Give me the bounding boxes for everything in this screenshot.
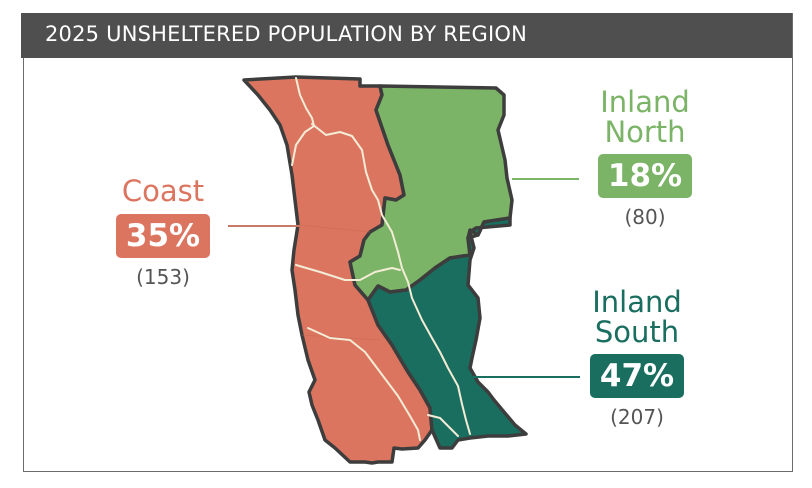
inland-south-label: Inland South 47% (207) [572, 287, 702, 429]
coast-count: (153) [136, 265, 190, 289]
coast-percent-badge: 35% [115, 214, 211, 258]
river [291, 77, 315, 166]
inland-north-label: Inland North 18% (80) [580, 87, 710, 229]
inland-south-name-line2: South [594, 315, 680, 349]
coast-label: Coast 35% (153) [104, 176, 222, 289]
region-inland-south [366, 216, 528, 450]
inland-south-connector [472, 376, 580, 378]
river [311, 123, 471, 435]
coast-connector [228, 225, 300, 227]
inland-south-percent-badge: 47% [589, 354, 685, 398]
inland-south-name-line1: Inland [592, 285, 682, 319]
river [427, 414, 459, 437]
chart-header: 2025 UNSHELTERED POPULATION BY REGION [21, 13, 792, 58]
river [307, 327, 421, 441]
chart-title: 2025 UNSHELTERED POPULATION BY REGION [45, 22, 528, 46]
inland-north-name-line1: Inland [600, 85, 690, 119]
inland-south-count: (207) [610, 405, 664, 429]
river [295, 264, 401, 281]
coast-name: Coast [121, 174, 205, 208]
inland-north-name-line2: North [604, 115, 686, 149]
inland-north-percent-badge: 18% [597, 154, 693, 198]
inland-north-connector [512, 178, 579, 180]
inland-north-count: (80) [624, 205, 666, 229]
